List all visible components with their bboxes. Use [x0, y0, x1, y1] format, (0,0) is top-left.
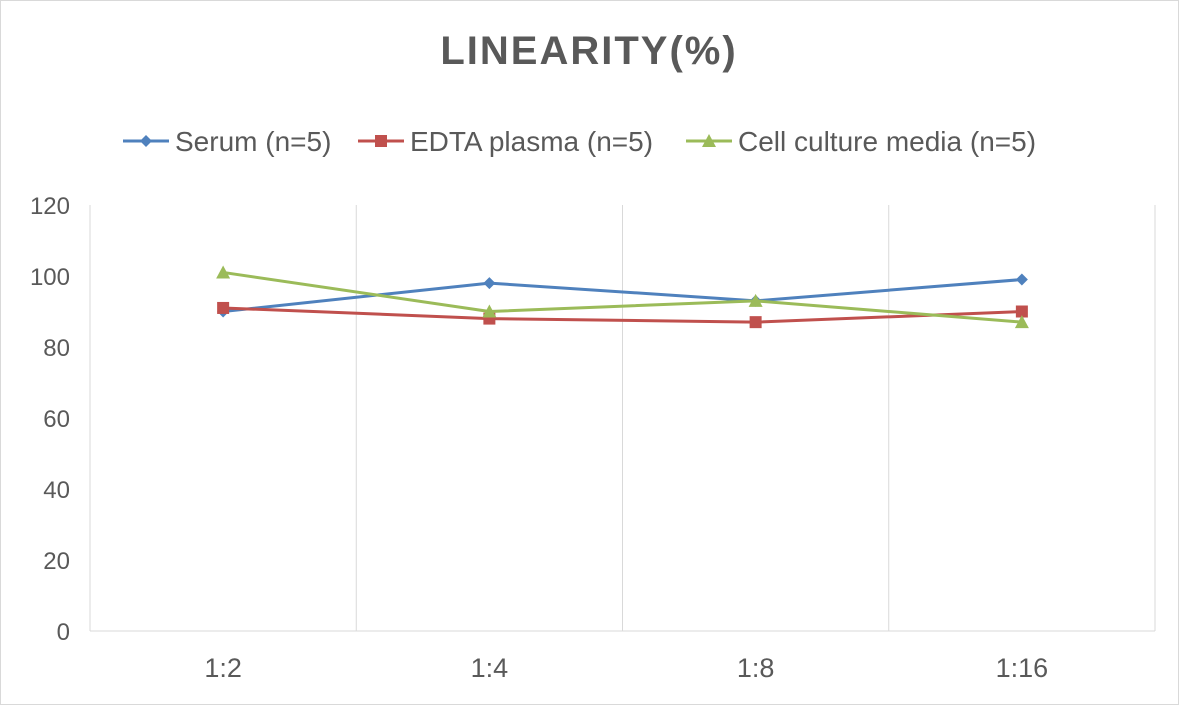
triangle-marker: [482, 304, 497, 318]
triangle-marker: [748, 293, 763, 307]
diamond-marker: [140, 135, 152, 147]
legend-label: Serum (n=5): [175, 126, 331, 157]
y-tick-label: 60: [43, 406, 70, 433]
diamond-marker: [1015, 273, 1028, 286]
series-line: [223, 306, 1022, 324]
triangle-marker: [702, 134, 716, 147]
y-tick-label: 20: [43, 548, 70, 575]
legend-label: Cell culture media (n=5): [738, 126, 1036, 157]
series-line: [222, 270, 1022, 324]
square-marker: [375, 135, 387, 147]
y-tick-label: 40: [43, 477, 70, 504]
series-cell: [216, 265, 1029, 329]
series-line: [222, 278, 1022, 313]
legend-label: EDTA plasma (n=5): [410, 126, 653, 157]
y-tick-label: 120: [30, 193, 70, 220]
square-marker: [217, 301, 230, 314]
y-tick-label: 100: [30, 264, 70, 291]
y-tick-label: 0: [57, 619, 70, 646]
chart-title: LINEARITY(%): [440, 29, 737, 73]
triangle-marker: [216, 265, 231, 279]
legend-item: Cell culture media (n=5): [686, 126, 1036, 157]
series-edta: [217, 301, 1028, 329]
x-tick-label: 1:16: [996, 653, 1049, 683]
y-tick-label: 80: [43, 335, 70, 362]
legend-item: EDTA plasma (n=5): [358, 126, 653, 157]
legend-item: Serum (n=5): [123, 126, 331, 157]
x-tick-label: 1:8: [737, 653, 775, 683]
triangle-marker: [1014, 315, 1029, 329]
square-marker: [749, 316, 762, 329]
x-tick-label: 1:4: [471, 653, 509, 683]
diamond-marker: [483, 277, 496, 290]
x-tick-label: 1:2: [204, 653, 242, 683]
square-marker: [1015, 305, 1028, 318]
